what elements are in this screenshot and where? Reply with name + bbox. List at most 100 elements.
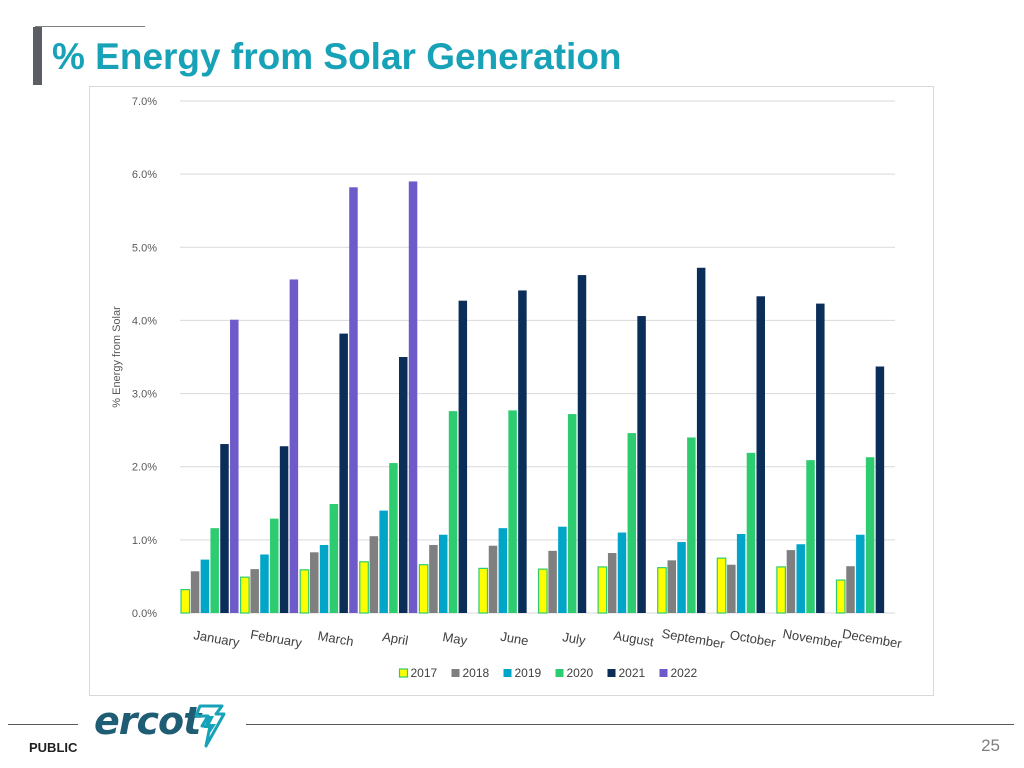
bar-2021-february <box>279 446 289 613</box>
bar-2020-june <box>508 410 517 613</box>
y-tick-label: 1.0% <box>132 535 157 547</box>
legend-swatch-2022 <box>659 669 668 677</box>
legend-label-2018: 2018 <box>463 666 490 680</box>
bar-2021-march <box>339 333 348 613</box>
bar-2018-may <box>429 544 438 613</box>
bar-2018-june <box>488 545 498 613</box>
bar-2018-january <box>190 571 200 613</box>
bar-2019-june <box>498 528 508 613</box>
bar-2017-april <box>359 561 369 614</box>
legend-swatch-2021 <box>607 669 616 677</box>
bar-2022-march <box>349 187 358 613</box>
legend-label-2017: 2017 <box>411 666 438 680</box>
bar-2019-november <box>796 544 805 613</box>
slide-title: % Energy from Solar Generation <box>52 36 622 77</box>
legend-swatch-2019 <box>503 669 512 677</box>
y-axis-label: % Energy from Solar <box>111 306 123 408</box>
bar-2020-may <box>448 411 458 613</box>
bar-2020-september <box>687 437 696 613</box>
bar-2020-october <box>746 452 756 613</box>
bar-2019-december <box>856 534 865 613</box>
bar-2021-september <box>696 267 706 613</box>
bar-2021-november <box>816 303 825 613</box>
bar-2017-september <box>657 567 667 614</box>
bar-2017-august <box>597 566 608 614</box>
title-accent-bar <box>33 27 42 85</box>
x-tick-label: January <box>192 627 241 650</box>
bar-2019-august <box>617 532 627 613</box>
bar-2017-november <box>776 566 786 614</box>
footer-rule-left <box>8 724 78 725</box>
bar-2019-july <box>558 526 567 613</box>
bar-2021-april <box>398 357 408 613</box>
page-number: 25 <box>981 736 1000 755</box>
x-tick-label: February <box>249 627 303 651</box>
footer-rule-right <box>246 724 1014 725</box>
bar-2017-february <box>240 576 250 614</box>
bar-2019-february <box>260 554 269 613</box>
legend-swatch-2017 <box>398 668 409 678</box>
bar-2020-august <box>627 433 637 613</box>
bar-2020-march <box>329 504 339 613</box>
bar-2020-april <box>389 463 398 613</box>
title-rule <box>35 26 145 27</box>
y-tick-label: 0.0% <box>132 608 157 620</box>
bar-2017-june <box>478 567 489 614</box>
bar-2021-august <box>637 316 646 613</box>
bar-2018-april <box>369 536 379 613</box>
bar-2021-may <box>458 300 468 613</box>
chart-frame: 0.0% 1.0% 2.0% 3.0% 4.0% 5.0% 6.0% 7.0% % Energy… <box>89 86 934 696</box>
bar-2020-july <box>567 414 577 613</box>
y-tick-label: 4.0% <box>132 315 157 327</box>
bar-2018-september <box>667 560 677 613</box>
bar-2017-december <box>835 579 846 614</box>
ercot-logo: ercot <box>94 698 234 754</box>
bar-2021-january <box>220 444 229 613</box>
bar-2018-august <box>607 553 617 613</box>
bar-2019-march <box>319 544 329 613</box>
bar-2018-october <box>727 564 736 613</box>
y-tick-label: 5.0% <box>132 242 157 254</box>
classification-label: PUBLIC <box>29 740 78 755</box>
bar-2020-february <box>270 518 279 613</box>
bar-2018-february <box>250 569 259 613</box>
bar-2021-june <box>518 290 527 613</box>
x-tick-label: August <box>612 628 655 650</box>
legend-swatch-2018 <box>451 669 460 677</box>
legend-label-2022: 2022 <box>671 666 698 680</box>
x-tick-label: March <box>317 628 355 649</box>
bar-2017-july <box>537 568 548 614</box>
bar-2018-december <box>846 566 855 613</box>
y-tick-label: 3.0% <box>132 389 157 401</box>
x-tick-label: December <box>841 626 903 651</box>
bar-2017-october <box>716 557 727 614</box>
bar-2019-april <box>379 510 388 613</box>
bar-2022-april <box>408 181 418 613</box>
x-tick-label: July <box>561 629 587 648</box>
bar-2018-march <box>310 552 319 613</box>
bar-2019-january <box>200 559 210 613</box>
bar-2019-may <box>438 534 448 613</box>
legend-label-2019: 2019 <box>515 666 542 680</box>
bar-2021-december <box>875 366 885 613</box>
legend-label-2021: 2021 <box>619 666 646 680</box>
bar-2022-february <box>289 279 299 613</box>
y-tick-label: 2.0% <box>132 462 157 474</box>
solar-energy-bar-chart: 0.0% 1.0% 2.0% 3.0% 4.0% 5.0% 6.0% 7.0% % Energy… <box>111 96 903 680</box>
legend-swatch-2020 <box>555 669 564 677</box>
bar-2018-november <box>786 550 796 613</box>
ercot-logo-text: ercot <box>94 699 201 743</box>
bar-2020-january <box>210 528 219 613</box>
bar-2017-may <box>418 564 429 614</box>
bar-2017-march <box>299 569 310 614</box>
x-tick-label: October <box>729 627 778 650</box>
bar-2022-january <box>230 319 239 613</box>
y-tick-label: 7.0% <box>132 96 157 108</box>
x-tick-label: April <box>381 629 409 648</box>
lightning-star-icon <box>194 704 226 748</box>
bar-2017-january <box>180 588 191 614</box>
y-tick-label: 6.0% <box>132 169 157 181</box>
x-tick-label: June <box>499 629 529 649</box>
bar-2019-october <box>736 534 746 613</box>
legend-label-2020: 2020 <box>567 666 594 680</box>
